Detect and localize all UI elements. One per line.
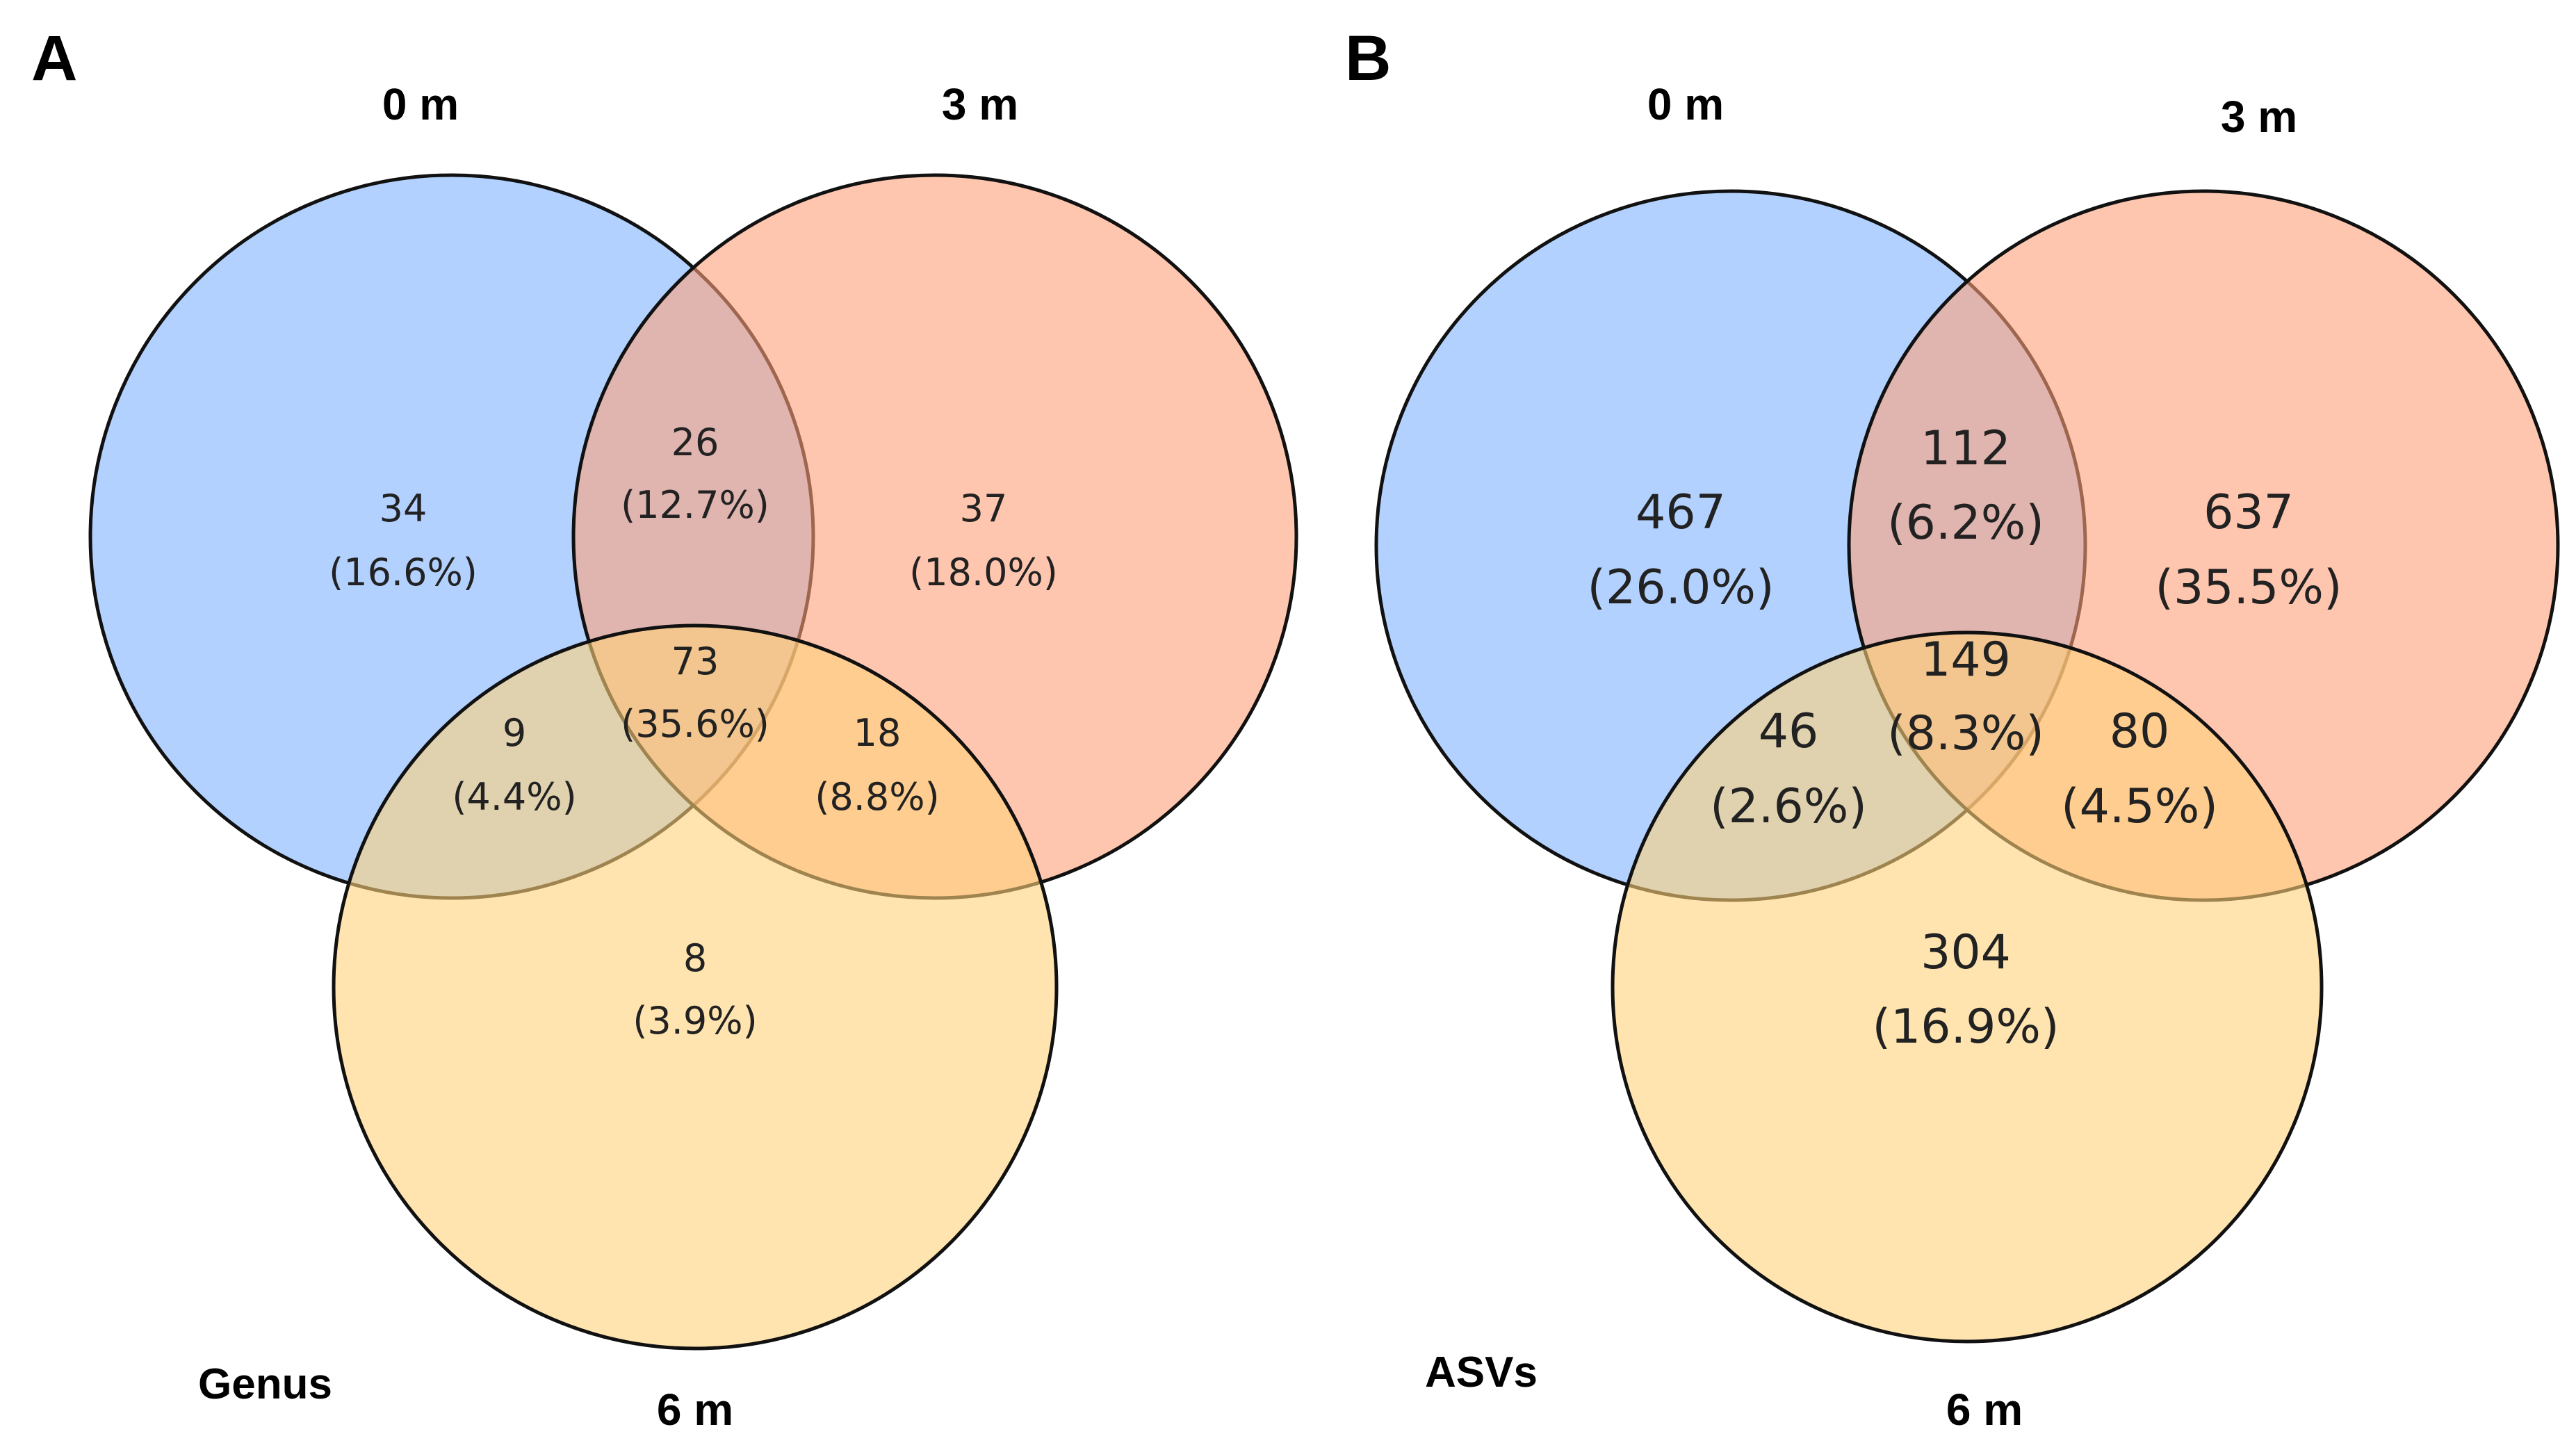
panel-a-region-3m-6m-count: 18: [854, 711, 902, 755]
panel-b-set-label-6m: 6 m: [1946, 1385, 2023, 1435]
panel-a-region-6m-count: 8: [683, 936, 707, 980]
panel-b-set-label-0m: 0 m: [1647, 79, 1724, 129]
panel-b-level-label: ASVs: [1425, 1348, 1538, 1396]
panel-b-region-0m-6m-percent: (2.6%): [1710, 779, 1867, 834]
panel-b-set-label-3m: 3 m: [2221, 92, 2297, 142]
panel-b-region-3m-count: 637: [2203, 485, 2294, 540]
panel-b-region-3m-6m-percent: (4.5%): [2061, 779, 2218, 834]
panel-a-circle-6m: [332, 623, 1059, 1351]
panel-a-genus-venn: A 0 m 3 m 6 m Genus 34 (16.6%) 37 (18.0%…: [31, 23, 1298, 1435]
panel-a-region-3m-count: 37: [960, 487, 1008, 530]
panel-a-region-6m-percent: (3.9%): [633, 999, 757, 1043]
panel-b-region-all-count: 149: [1921, 633, 2011, 687]
panel-b-region-0m-3m-count: 112: [1921, 421, 2011, 476]
panel-b-region-0m-3m-percent: (6.2%): [1887, 496, 2044, 551]
panel-b-region-3m-percent: (35.5%): [2155, 560, 2342, 615]
panel-a-region-0m-6m-percent: (4.4%): [452, 775, 576, 819]
panel-b-asvs-venn: B 0 m 3 m 6 m ASVs 467 (26.0%) 637 (35.5…: [1345, 23, 2560, 1435]
panel-b-circle-6m: [1611, 630, 2324, 1344]
panel-b-region-all-percent: (8.3%): [1887, 706, 2044, 761]
panel-a-region-0m-percent: (16.6%): [329, 551, 478, 594]
panel-a-region-0m-3m-percent: (12.7%): [621, 483, 769, 527]
panel-a-set-label-3m: 3 m: [942, 79, 1018, 129]
panel-a-region-3m-percent: (18.0%): [909, 551, 1058, 594]
panel-b-region-6m-percent: (16.9%): [1872, 1000, 2059, 1054]
panel-a-level-label: Genus: [198, 1360, 332, 1408]
panel-b-region-0m-count: 467: [1636, 485, 1726, 540]
panel-a-region-all-percent: (35.6%): [621, 702, 769, 746]
panel-a-region-3m-6m-percent: (8.8%): [815, 775, 939, 819]
panel-a-letter: A: [31, 23, 77, 94]
panel-a-region-0m-count: 34: [380, 487, 427, 530]
panel-a-region-0m-6m-count: 9: [503, 711, 526, 755]
panel-b-region-3m-6m-count: 80: [2110, 704, 2170, 759]
panel-b-region-0m-percent: (26.0%): [1587, 560, 1774, 615]
panel-b-region-0m-6m-count: 46: [1759, 704, 1819, 759]
panel-a-region-0m-3m-count: 26: [671, 421, 719, 464]
panel-a-region-all-count: 73: [671, 639, 719, 683]
panel-a-set-label-6m: 6 m: [657, 1385, 733, 1435]
panel-b-region-6m-count: 304: [1921, 925, 2011, 980]
panel-a-set-label-0m: 0 m: [382, 79, 459, 129]
panel-b-letter: B: [1345, 23, 1391, 94]
